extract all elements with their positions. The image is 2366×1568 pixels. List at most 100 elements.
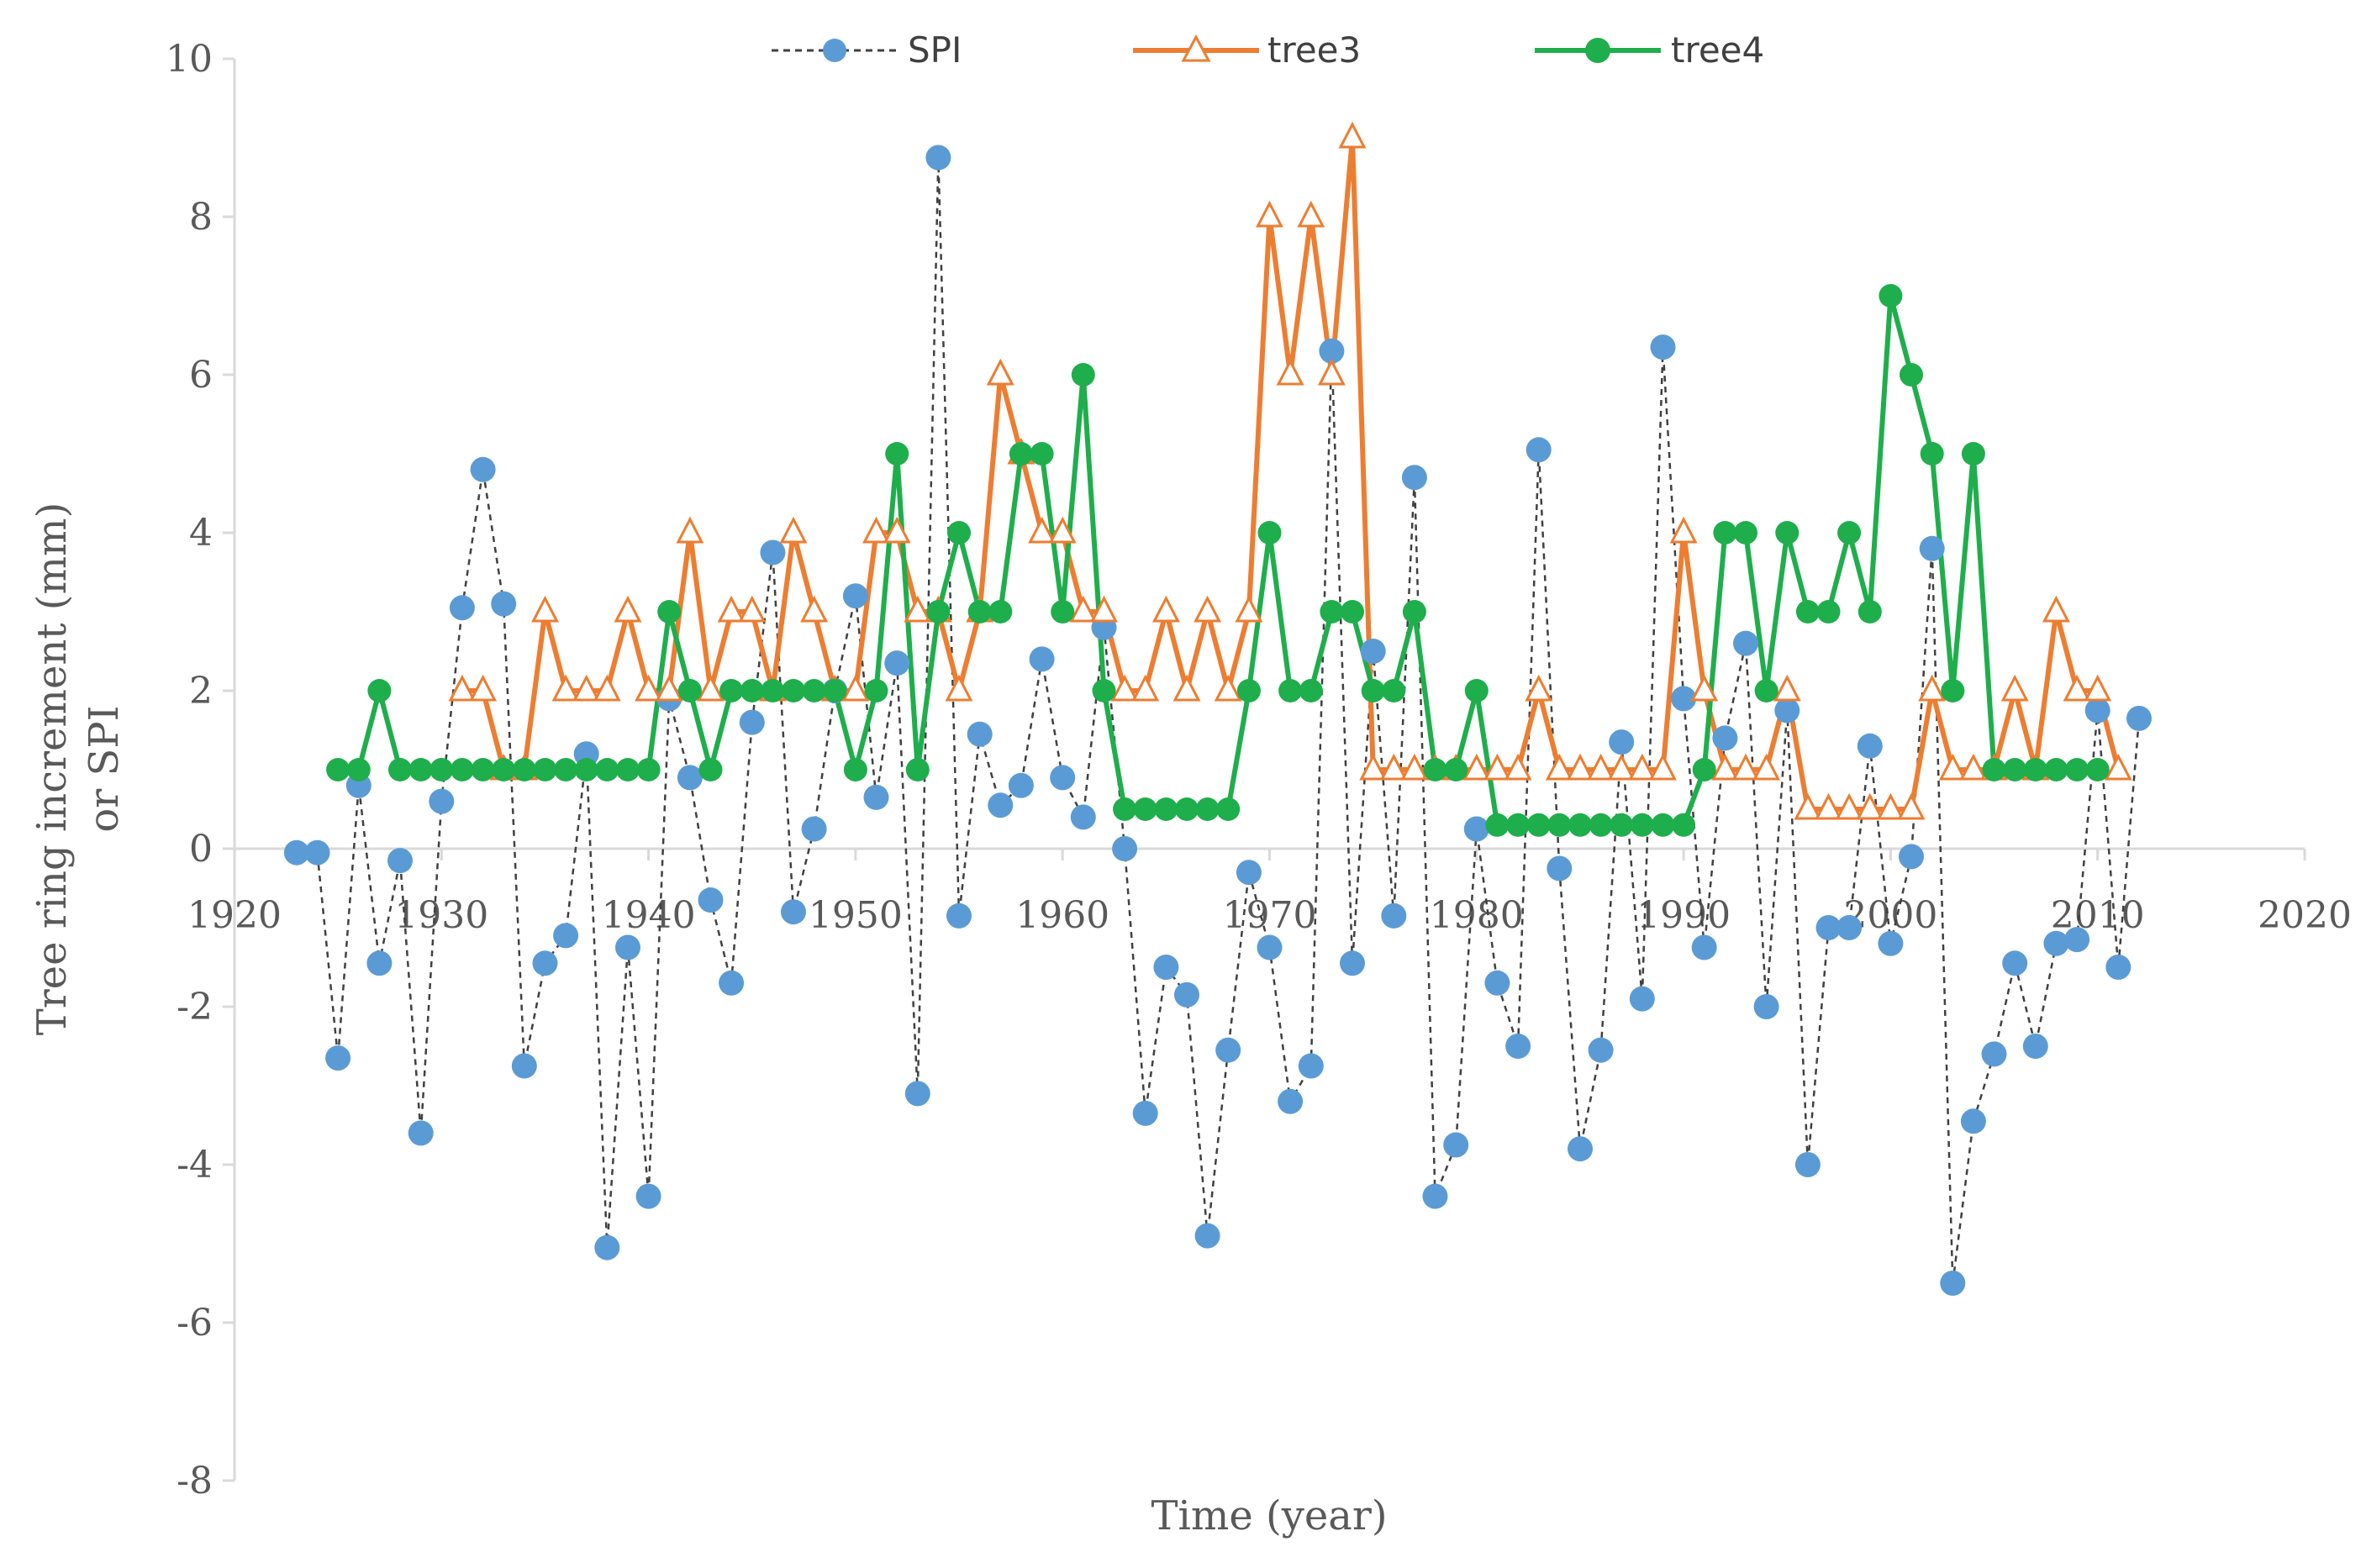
SPI-point	[635, 1183, 661, 1209]
tree3-point	[1317, 358, 1346, 386]
tree4-point	[1920, 442, 1944, 466]
tree4-point	[1547, 813, 1572, 837]
SPI-point	[1112, 836, 1138, 861]
tree4-point	[1610, 813, 1634, 837]
SPI-line	[296, 157, 2141, 1284]
tree4-point	[1216, 797, 1241, 821]
y-tick-label: -2	[177, 986, 213, 1029]
tree3-point	[986, 358, 1014, 386]
SPI-point	[1650, 334, 1676, 360]
SPI-point	[904, 1081, 930, 1107]
tree4-point	[1941, 679, 1965, 702]
tree4-point	[947, 521, 971, 545]
tree3-point	[1897, 792, 1926, 820]
SPI-point	[1050, 765, 1076, 791]
tree4-point	[1236, 679, 1261, 702]
SPI-point	[1340, 950, 1365, 976]
x-tick-label: 1970	[1223, 894, 1317, 937]
tree4-point	[408, 758, 433, 781]
tree3-point	[1151, 595, 1180, 623]
tree4-point	[1382, 679, 1406, 702]
series-SPI	[296, 157, 2141, 1284]
tree3-point	[1752, 753, 1781, 781]
tree3-point	[1028, 516, 1057, 544]
SPI-point	[1443, 1132, 1469, 1158]
SPI-point	[946, 902, 972, 929]
SPI-point	[594, 1234, 620, 1260]
tree3-point	[738, 595, 767, 623]
tree4-point	[1051, 600, 1075, 624]
tree4-point	[885, 442, 909, 466]
SPI-point	[1671, 686, 1697, 712]
tree4-point	[367, 679, 392, 702]
tree4-point	[1299, 679, 1323, 702]
tree4-point	[2044, 758, 2068, 781]
legend-tree4-marker	[1585, 38, 1610, 63]
tree3-point	[1069, 595, 1098, 623]
SPI-point	[2043, 930, 2069, 956]
x-axis-title: Time (year)	[1151, 1492, 1387, 1539]
axes-layer: -8 -6 -4 -2 0 2 4 6 8 10 1920 1930 1940 1950 1960 1970 1…	[166, 38, 2352, 1502]
tree4-point	[1444, 758, 1468, 781]
SPI-point	[1029, 646, 1055, 672]
tree3-point	[1256, 200, 1283, 228]
y-axis-title-line1: Tree ring increment (mm)	[29, 502, 76, 1036]
SPI-point	[2022, 1034, 2048, 1059]
tree3-point	[2063, 674, 2091, 702]
tree3-point	[1731, 753, 1760, 781]
tree3-point	[862, 516, 890, 544]
SPI-point	[1132, 1100, 1158, 1126]
tree3-point	[883, 516, 911, 544]
tree3-point	[676, 516, 704, 544]
tree3-point	[1607, 753, 1636, 781]
y-tick-label: 0	[189, 828, 213, 871]
SPI-point	[801, 816, 827, 842]
tree3-point	[1297, 200, 1325, 228]
SPI-point	[1278, 1088, 1304, 1114]
tree3-point	[469, 674, 498, 702]
SPI-point	[1526, 437, 1552, 463]
tree3-point	[697, 674, 725, 702]
SPI-point	[1070, 804, 1096, 830]
tree4-point	[346, 758, 371, 781]
tree4-point	[657, 600, 682, 624]
tree4-point	[2023, 758, 2047, 781]
tree3-point	[1669, 516, 1698, 544]
tree4-point	[1837, 521, 1862, 545]
tree3-point	[1400, 753, 1429, 781]
tree3-point	[531, 595, 559, 623]
legend-spi-label: SPI	[908, 29, 962, 71]
tree3-point	[1504, 753, 1532, 781]
SPI-point	[1588, 1037, 1614, 1063]
tree3-point	[2104, 753, 2132, 781]
x-tick-label: 1940	[602, 894, 696, 937]
legend-spi-marker	[823, 39, 846, 62]
tree4-point	[782, 679, 805, 702]
SPI-point	[1463, 816, 1489, 842]
tree4-point	[1816, 600, 1841, 624]
tree3-point	[1276, 358, 1304, 386]
SPI-point	[429, 788, 455, 814]
tree4-point	[2085, 758, 2110, 781]
SPI-point	[449, 595, 475, 621]
tree3-point	[551, 674, 580, 702]
SPI-point	[1008, 772, 1034, 798]
tree4-point	[1464, 679, 1489, 702]
y-tick-label: 4	[189, 512, 213, 555]
SPI-point	[1547, 855, 1573, 881]
SPI-point	[491, 591, 517, 617]
SPI-point	[1422, 1183, 1448, 1209]
tree3-point	[1110, 674, 1139, 702]
SPI-point	[1236, 860, 1262, 886]
tree4-point	[1795, 600, 1820, 624]
x-tick-label: 2010	[2051, 894, 2145, 937]
tree4-point	[1754, 679, 1778, 702]
tree4-point	[471, 758, 495, 781]
x-tick-label: 1930	[394, 894, 488, 937]
tree3-point	[1090, 595, 1118, 623]
tree4-point	[1879, 284, 1903, 308]
tree4-point	[554, 758, 578, 781]
SPI-point	[553, 923, 579, 949]
tree3-point	[1214, 674, 1242, 702]
